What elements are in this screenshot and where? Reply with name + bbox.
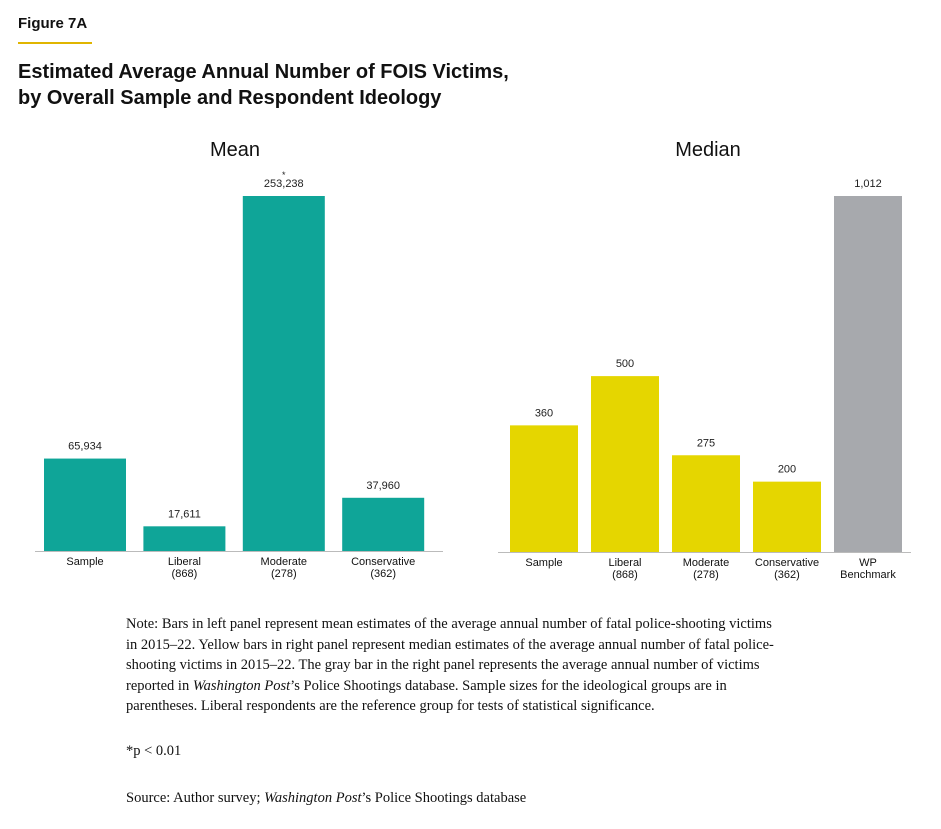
value-label: 17,611: [168, 508, 201, 520]
x-tick-label: Moderate (278): [682, 557, 730, 581]
title: Estimated Average Annual Number of FOIS …: [18, 61, 509, 83]
source-text: Washington Post: [264, 790, 362, 806]
significance-mark: *: [282, 170, 286, 180]
value-label: 253,238: [264, 178, 304, 190]
note: Note: Bars in left panel represent mean …: [126, 614, 786, 717]
value-label: 500: [616, 358, 634, 370]
bar: [143, 526, 226, 551]
x-tick-label: Liberal (868): [167, 556, 201, 580]
value-label: 360: [535, 407, 553, 419]
significance-note: *p < 0.01: [126, 743, 182, 759]
source-text: ’s Police Shootings database: [361, 790, 527, 806]
value-label: 275: [697, 437, 715, 449]
value-label: 200: [778, 464, 796, 476]
bar: [753, 481, 821, 552]
panel-title: Mean: [209, 139, 261, 161]
bar: [342, 497, 425, 551]
x-tick-label: Sample: [525, 557, 563, 569]
note-text: Washington Post: [192, 677, 291, 694]
value-label: 65,934: [68, 441, 102, 453]
source: Source: Author survey; Washington Post’s…: [126, 788, 526, 809]
x-tick-label: Liberal (868): [608, 557, 642, 581]
x-tick-label: Moderate (278): [260, 556, 308, 580]
note-text: Note: Bars in left panel represent mean …: [126, 616, 774, 694]
bar: [672, 455, 740, 552]
value-label: 1,012: [854, 178, 882, 190]
bar: [591, 376, 659, 552]
x-tick-label: Conservative (362): [754, 557, 820, 581]
x-tick-label: Conservative (362): [351, 556, 416, 580]
bar: [510, 425, 578, 552]
panel-title: Median: [675, 139, 741, 161]
figure-label: Figure 7A: [18, 15, 88, 32]
value-label: 37,960: [366, 480, 400, 492]
source-text: Source: Author survey;: [126, 790, 265, 806]
chart: 65,934 17,611 253,238* 37,960 360 500 275 200 1,…: [35, 170, 911, 553]
x-tick-label: WP Benchmark: [840, 557, 896, 581]
title: by Overall Sample and Respondent Ideolog…: [18, 87, 442, 109]
bar: [44, 458, 126, 551]
x-tick-label: Sample: [66, 556, 104, 568]
bar: [834, 196, 902, 552]
note-text: ’s Police Shootings database. Sample siz…: [126, 677, 727, 715]
bar: [242, 196, 325, 551]
label-underline: [18, 42, 92, 44]
